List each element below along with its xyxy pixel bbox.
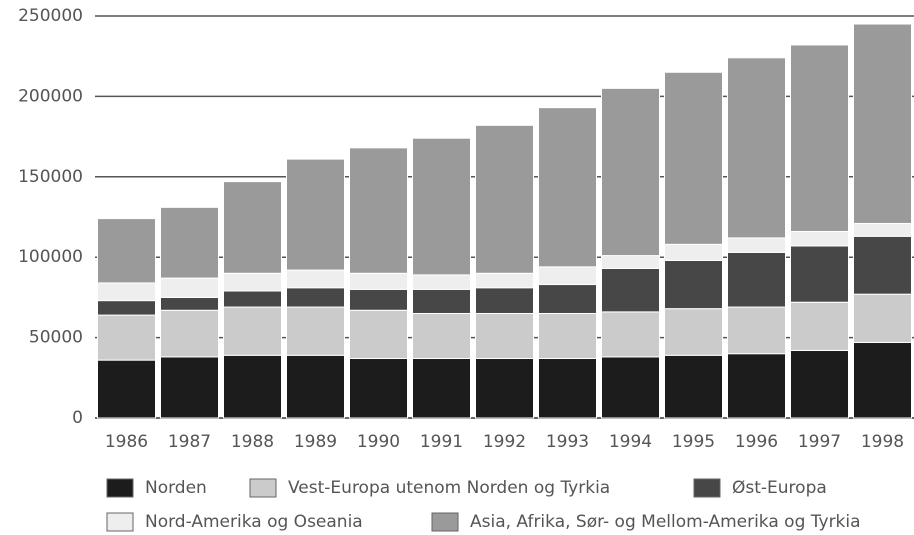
bar-segment	[664, 71, 723, 245]
bar-segment	[475, 272, 534, 289]
bar-segment	[727, 251, 786, 308]
legend-swatch	[106, 478, 134, 498]
x-tick-label: 1991	[420, 432, 463, 452]
bar-segment	[97, 300, 156, 316]
x-tick-label: 1994	[609, 432, 652, 452]
bar-segment	[223, 290, 282, 308]
bar-segment	[727, 306, 786, 355]
x-tick-label: 1992	[483, 432, 526, 452]
bar-segment	[160, 277, 219, 298]
y-tick-label: 200000	[18, 86, 83, 106]
bar-segment	[97, 218, 156, 284]
bar-segment	[286, 269, 345, 289]
bar-segment	[727, 353, 786, 419]
bar-segment	[538, 284, 597, 314]
x-tick-label: 1997	[798, 432, 841, 452]
bar-segment	[538, 266, 597, 286]
legend-label: Øst-Europa	[732, 478, 827, 498]
bar-segment	[601, 255, 660, 269]
bar-segment	[790, 349, 849, 419]
bar-segment	[853, 341, 912, 419]
x-tick-label: 1987	[168, 432, 211, 452]
bar-segment	[349, 288, 408, 311]
bar-segment	[601, 356, 660, 419]
x-tick-label: 1986	[105, 432, 148, 452]
bar-segment	[160, 309, 219, 358]
legend-label: Nord-Amerika og Oseania	[145, 512, 363, 532]
x-tick-label: 1989	[294, 432, 337, 452]
bar-segment	[223, 354, 282, 419]
bar-segment	[97, 314, 156, 361]
bar-segment	[790, 44, 849, 232]
bar-segment	[97, 359, 156, 419]
legend-label: Asia, Afrika, Sør- og Mellom-Amerika og …	[470, 512, 861, 532]
bar-segment	[601, 87, 660, 257]
y-tick-label: 0	[72, 408, 83, 428]
bar-segment	[349, 358, 408, 419]
bar-segment	[475, 124, 534, 274]
bar-segment	[538, 312, 597, 360]
bar-segment	[790, 230, 849, 247]
x-tick-label: 1995	[672, 432, 715, 452]
bar-segment	[475, 358, 534, 419]
x-tick-label: 1996	[735, 432, 778, 452]
bar-segment	[853, 222, 912, 237]
legend-swatch	[693, 478, 721, 498]
bar-segment	[412, 137, 471, 276]
bar-segment	[727, 237, 786, 253]
bar-segment	[286, 354, 345, 419]
x-tick-label: 1988	[231, 432, 274, 452]
y-tick-label: 250000	[18, 6, 83, 26]
bar-segment	[664, 354, 723, 419]
bar-segment	[349, 147, 408, 274]
bar-segment	[790, 245, 849, 303]
bar-segment	[286, 158, 345, 271]
bar-segment	[223, 181, 282, 274]
bar-segment	[286, 306, 345, 356]
bar-segment	[601, 267, 660, 313]
bar-segment	[538, 358, 597, 419]
bar-segment	[412, 358, 471, 419]
bar-segment	[349, 272, 408, 290]
bar-segment	[160, 356, 219, 419]
bar-segment	[475, 312, 534, 360]
bar-segment	[223, 306, 282, 356]
legend-label: Vest-Europa utenom Norden og Tyrkia	[288, 478, 610, 498]
bar-segment	[223, 272, 282, 292]
legend-swatch	[431, 512, 459, 532]
bar-segment	[160, 296, 219, 311]
bar-segment	[475, 287, 534, 314]
bar-segment	[412, 274, 471, 290]
bar-segment	[853, 293, 912, 343]
bar-segment	[727, 57, 786, 239]
bar-segment	[286, 287, 345, 308]
y-tick-label: 50000	[29, 328, 83, 348]
bar-segment	[853, 235, 912, 295]
bar-segment	[853, 23, 912, 224]
y-tick-label: 100000	[18, 247, 83, 267]
y-tick-label: 150000	[18, 167, 83, 187]
bar-segment	[664, 243, 723, 261]
bar-segment	[601, 311, 660, 358]
bar-segment	[538, 107, 597, 268]
x-tick-label: 1998	[861, 432, 904, 452]
bar-segment	[664, 308, 723, 356]
bar-segment	[664, 259, 723, 310]
legend-label: Norden	[145, 478, 207, 498]
x-tick-label: 1993	[546, 432, 589, 452]
bar-segment	[412, 312, 471, 360]
x-tick-label: 1990	[357, 432, 400, 452]
legend-swatch	[106, 512, 134, 532]
bar-segment	[790, 301, 849, 351]
bar-segment	[412, 288, 471, 314]
legend-swatch	[249, 478, 277, 498]
bar-segment	[97, 282, 156, 302]
bar-segment	[349, 309, 408, 360]
bar-segment	[160, 206, 219, 279]
